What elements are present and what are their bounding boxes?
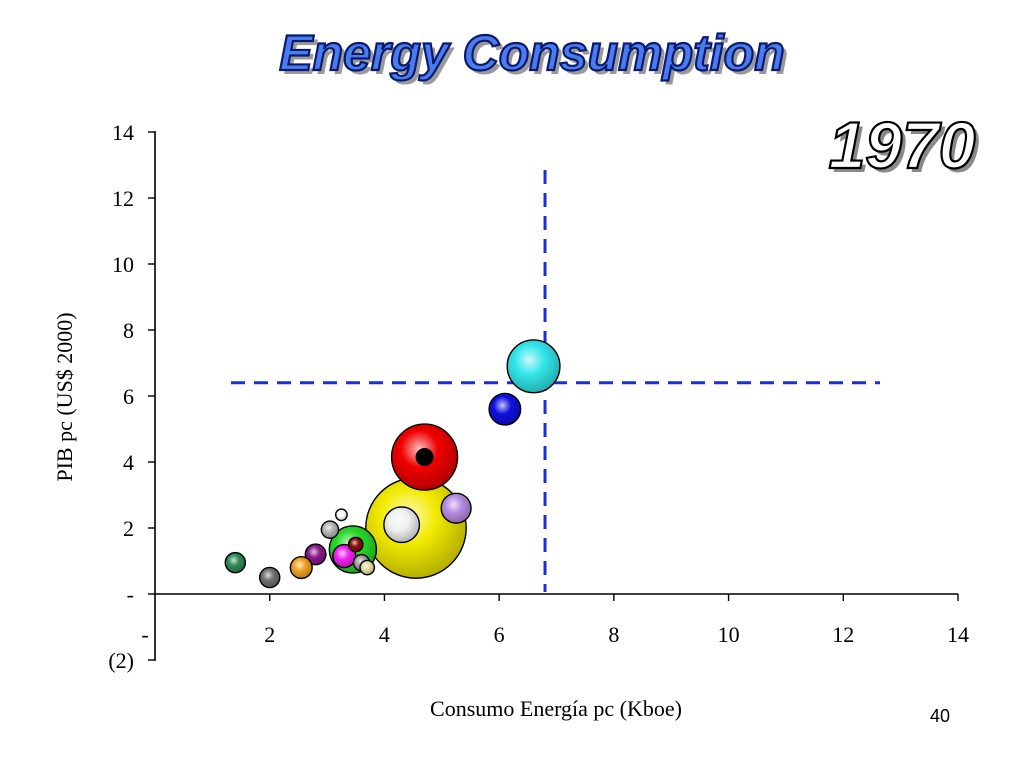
page-number: 40: [930, 706, 951, 726]
y-tick-label: 4: [123, 450, 134, 475]
bubble-white-small: [334, 508, 348, 522]
y-tick-label: 2: [123, 516, 134, 541]
chart-title: Energy Consumption: [279, 25, 785, 81]
x-tick-label: 6: [494, 622, 505, 647]
bubble-dark-gray: [258, 566, 281, 589]
bubble-orange: [289, 556, 313, 580]
bubble-white: [383, 506, 421, 544]
bubbles: [224, 339, 561, 589]
bubble-blue: [488, 392, 522, 426]
bubble-purple: [304, 543, 327, 566]
bubble-teal-green: [224, 551, 247, 574]
y-axis-title: PIB pc (US$ 2000): [52, 312, 77, 481]
y-tick-label: (2): [108, 648, 134, 673]
y-tick-label: 12: [112, 186, 134, 211]
x-tick-label: 8: [608, 622, 619, 647]
bubble-magenta: [332, 543, 357, 569]
bubble-khaki: [359, 559, 376, 576]
bubble-light-gray: [320, 520, 340, 539]
y-tick-label: 6: [123, 384, 134, 409]
x-tick-label-zero: -: [141, 622, 148, 647]
ticks: [148, 131, 959, 661]
x-tick-label: 4: [379, 622, 390, 647]
x-tick-label: 2: [264, 622, 275, 647]
chart-title-shadow: Energy Consumption: [283, 29, 789, 85]
y-tick-label: 8: [123, 318, 134, 343]
x-axis-title: Consumo Energía pc (Kboe): [430, 696, 682, 721]
x-tick-label: 14: [947, 622, 969, 647]
x-tick-label: 10: [718, 622, 740, 647]
y-tick-label: 14: [112, 120, 134, 145]
bubble-red-marker: [415, 448, 434, 467]
y-tick-label: -: [127, 582, 134, 607]
bubble-maroon: [347, 536, 364, 553]
year-annotation: 1970: [829, 108, 976, 182]
bubble-lavender: [440, 492, 472, 524]
bubble-cyan: [506, 339, 561, 394]
y-tick-label: 10: [112, 252, 134, 277]
x-tick-label: 12: [832, 622, 854, 647]
year-annotation-shadow: 1970: [833, 112, 980, 186]
